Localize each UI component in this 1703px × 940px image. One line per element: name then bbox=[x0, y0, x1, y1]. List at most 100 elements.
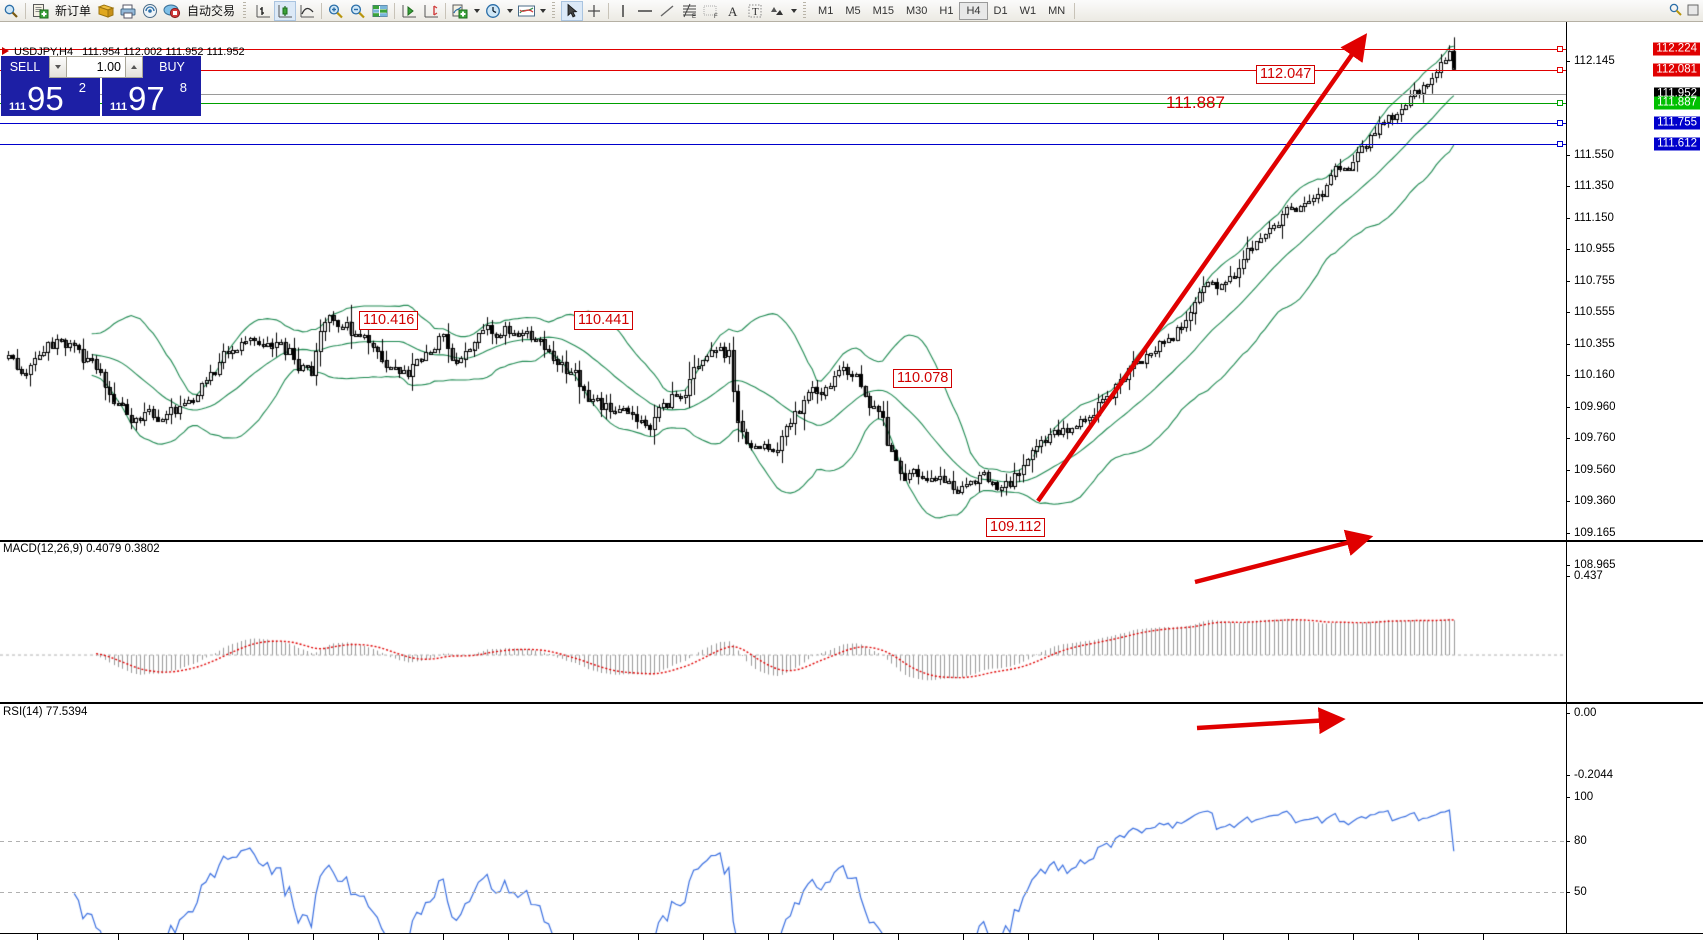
price-level-handle[interactable] bbox=[1557, 120, 1563, 126]
timeframe-h4[interactable]: H4 bbox=[959, 1, 988, 20]
price-axis-tick bbox=[1566, 186, 1570, 187]
label-icon[interactable]: T bbox=[744, 1, 766, 21]
one-click-trading-panel[interactable]: SELL 1.00 BUY 111 95 2 111 97 8 bbox=[1, 56, 201, 117]
sell-button[interactable]: SELL bbox=[1, 56, 49, 78]
time-axis-tick bbox=[443, 934, 444, 940]
line-chart-icon[interactable] bbox=[296, 1, 318, 21]
channel-icon[interactable]: F bbox=[700, 1, 722, 21]
buy-price-quote[interactable]: 111 97 8 bbox=[102, 78, 201, 117]
price-annotation[interactable]: 110.416 bbox=[359, 311, 419, 330]
zoom-in-icon[interactable] bbox=[325, 1, 347, 21]
chevron-down-icon-shapes[interactable] bbox=[788, 1, 799, 21]
toolbar-grip-2[interactable] bbox=[551, 2, 559, 19]
auto-trading-icon[interactable] bbox=[161, 1, 183, 21]
new-order-label[interactable]: 新订单 bbox=[55, 4, 92, 18]
macd-pane[interactable]: MACD(12,26,9) 0.4079 0.3802 bbox=[0, 542, 1703, 702]
rsi-canvas bbox=[0, 705, 1566, 933]
time-axis-tick bbox=[1028, 934, 1029, 940]
price-annotation[interactable]: 109.112 bbox=[986, 518, 1046, 537]
horizontal-line-icon[interactable] bbox=[634, 1, 656, 21]
price-axis-label: 109.560 bbox=[1574, 464, 1616, 476]
period-icon[interactable] bbox=[482, 1, 504, 21]
timeframe-d1[interactable]: D1 bbox=[993, 4, 1008, 17]
price-annotation[interactable]: 110.441 bbox=[574, 311, 634, 330]
sell-price-quote[interactable]: 111 95 2 bbox=[1, 78, 100, 117]
shift-end-icon[interactable] bbox=[398, 1, 420, 21]
time-axis-tick bbox=[833, 934, 834, 940]
price-tag-111-755[interactable]: 111.755 bbox=[1654, 116, 1700, 130]
buy-button[interactable]: BUY bbox=[143, 56, 201, 78]
price-axis-tick bbox=[1566, 501, 1570, 502]
data-window-icon[interactable] bbox=[369, 1, 391, 21]
price-tag-111-887[interactable]: 111.887 bbox=[1654, 96, 1700, 110]
price-axis-tick bbox=[1566, 407, 1570, 408]
price-level-line bbox=[0, 70, 1566, 71]
price-tag-112-081[interactable]: 112.081 bbox=[1653, 63, 1700, 77]
chevron-down-icon-period[interactable] bbox=[504, 1, 515, 21]
ohlc-text: 111.954 112.002 111.952 111.952 bbox=[82, 46, 245, 58]
timeframe-m1[interactable]: M1 bbox=[818, 4, 834, 17]
crosshair-icon[interactable] bbox=[583, 1, 605, 21]
buy-price-sup: 8 bbox=[179, 80, 187, 95]
vertical-line-icon[interactable] bbox=[612, 1, 634, 21]
zoom-out-icon[interactable] bbox=[347, 1, 369, 21]
price-level-handle[interactable] bbox=[1557, 46, 1563, 52]
fibonacci-icon[interactable]: E bbox=[678, 1, 700, 21]
price-axis-label: 111.350 bbox=[1574, 180, 1614, 192]
volume-input[interactable]: 1.00 bbox=[67, 56, 125, 78]
rsi-pane[interactable]: RSI(14) 77.5394 bbox=[0, 705, 1703, 933]
price-annotation[interactable]: 112.047 bbox=[1256, 65, 1316, 84]
auto-scroll-icon[interactable] bbox=[420, 1, 442, 21]
timeframe-m15[interactable]: M15 bbox=[872, 4, 894, 17]
toolbar-separator-2 bbox=[321, 2, 323, 19]
toolbar-grip-3[interactable] bbox=[802, 2, 810, 19]
time-axis-tick bbox=[1353, 934, 1354, 940]
price-axis-tick bbox=[1566, 281, 1570, 282]
templates-icon[interactable] bbox=[515, 1, 537, 21]
candlestick-chart-icon[interactable] bbox=[274, 0, 297, 21]
broadcast-icon[interactable] bbox=[139, 1, 161, 21]
time-axis: 8 Aug 202120 Aug 00:0023 Aug 08:0024 Aug… bbox=[0, 933, 1703, 940]
price-annotation[interactable]: 110.078 bbox=[893, 369, 953, 388]
timeframe-w1[interactable]: W1 bbox=[1019, 4, 1037, 17]
time-axis-tick bbox=[1483, 934, 1484, 940]
volume-increase-button[interactable] bbox=[125, 56, 143, 78]
price-level-handle[interactable] bbox=[1557, 100, 1563, 106]
macd-axis-tick bbox=[1566, 713, 1570, 714]
text-icon[interactable]: A bbox=[722, 1, 744, 21]
chevron-down-icon-templates[interactable] bbox=[537, 1, 548, 21]
rsi-level-line bbox=[0, 892, 1566, 893]
time-axis-tick bbox=[1093, 934, 1094, 940]
bar-chart-icon[interactable] bbox=[252, 1, 274, 21]
macd-axis-tick bbox=[1566, 576, 1570, 577]
price-tag-111-612[interactable]: 111.612 bbox=[1654, 137, 1700, 151]
timeframe-mn[interactable]: MN bbox=[1048, 4, 1066, 17]
price-axis-label: 112.145 bbox=[1574, 55, 1615, 67]
volume-decrease-button[interactable] bbox=[49, 56, 67, 78]
shapes-icon[interactable] bbox=[766, 1, 788, 21]
price-level-handle[interactable] bbox=[1557, 141, 1563, 147]
price-annotation[interactable]: 111.887 bbox=[1166, 93, 1225, 112]
time-axis-tick bbox=[1223, 934, 1224, 940]
auto-trading-label[interactable]: 自动交易 bbox=[187, 4, 236, 18]
timeframe-h1[interactable]: H1 bbox=[939, 4, 954, 17]
indicators-icon[interactable] bbox=[449, 1, 471, 21]
chart-area[interactable]: USDJPY,H4 111.954 112.002 111.952 111.95… bbox=[0, 22, 1703, 940]
sell-price-main: 95 bbox=[27, 80, 64, 117]
price-axis-tick bbox=[1566, 344, 1570, 345]
price-axis-label: 109.960 bbox=[1574, 401, 1616, 413]
window-controls[interactable] bbox=[1669, 3, 1700, 17]
timeframe-m5[interactable]: M5 bbox=[845, 4, 861, 17]
magnifier-icon[interactable] bbox=[0, 1, 22, 21]
price-level-handle[interactable] bbox=[1557, 67, 1563, 73]
printer-icon[interactable] bbox=[117, 1, 139, 21]
price-tag-112-224[interactable]: 112.224 bbox=[1653, 42, 1700, 56]
new-order-icon[interactable] bbox=[29, 1, 51, 21]
trendline-icon[interactable] bbox=[656, 1, 678, 21]
toolbar-grip[interactable] bbox=[242, 2, 250, 19]
timeframe-m30[interactable]: M30 bbox=[906, 4, 928, 17]
cursor-icon[interactable] bbox=[561, 0, 584, 21]
chevron-down-icon-indicators[interactable] bbox=[471, 1, 482, 21]
price-axis-tick bbox=[1566, 249, 1570, 250]
folder-icon[interactable] bbox=[95, 1, 117, 21]
